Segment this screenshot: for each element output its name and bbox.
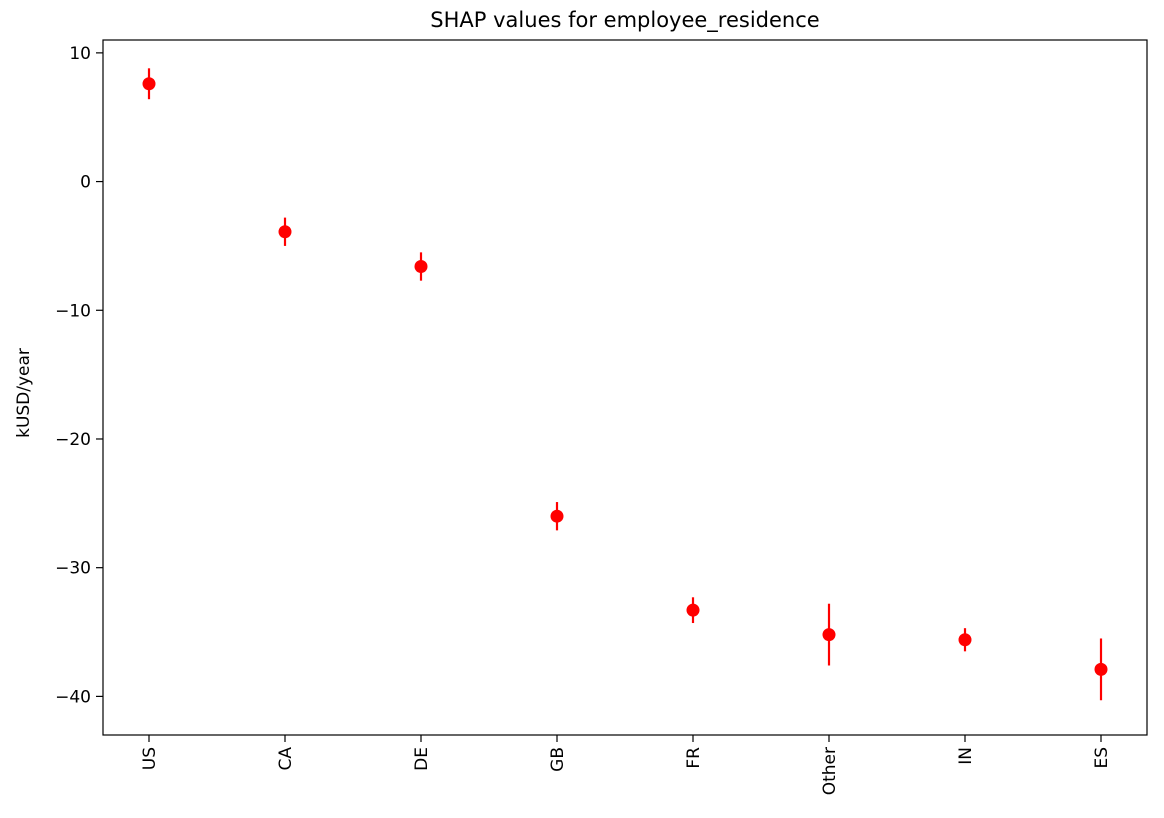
data-point: [1094, 662, 1108, 676]
data-point: [958, 633, 972, 647]
y-tick-label: −10: [55, 301, 91, 321]
x-tick-label: Other: [820, 747, 840, 795]
x-tick-label: US: [140, 747, 160, 770]
x-axis: US CA DE GB FR Other IN ES: [140, 735, 1112, 795]
y-tick-label: −40: [55, 687, 91, 707]
chart-title: SHAP values for employee_residence: [430, 8, 819, 33]
y-tick-label: 0: [80, 173, 91, 193]
data-point: [822, 628, 836, 642]
plot-frame: [102, 39, 1148, 736]
x-tick-label: FR: [684, 747, 704, 769]
y-axis-label: kUSD/year: [14, 348, 34, 438]
data-point: [550, 509, 564, 523]
data-point: [278, 225, 292, 239]
x-tick-label: DE: [412, 747, 432, 771]
x-tick-label: IN: [956, 747, 976, 765]
x-tick-label: ES: [1092, 747, 1112, 769]
x-tick-label: GB: [548, 747, 568, 772]
data-series: [142, 68, 1108, 701]
y-tick-label: −20: [55, 430, 91, 450]
x-tick-label: CA: [276, 747, 296, 771]
y-axis: 10 0 −10 −20 −30 −40: [55, 44, 103, 707]
data-point: [414, 260, 428, 274]
y-tick-label: 10: [69, 44, 91, 64]
data-point: [142, 77, 156, 91]
data-point: [686, 603, 700, 617]
y-tick-label: −30: [55, 559, 91, 579]
